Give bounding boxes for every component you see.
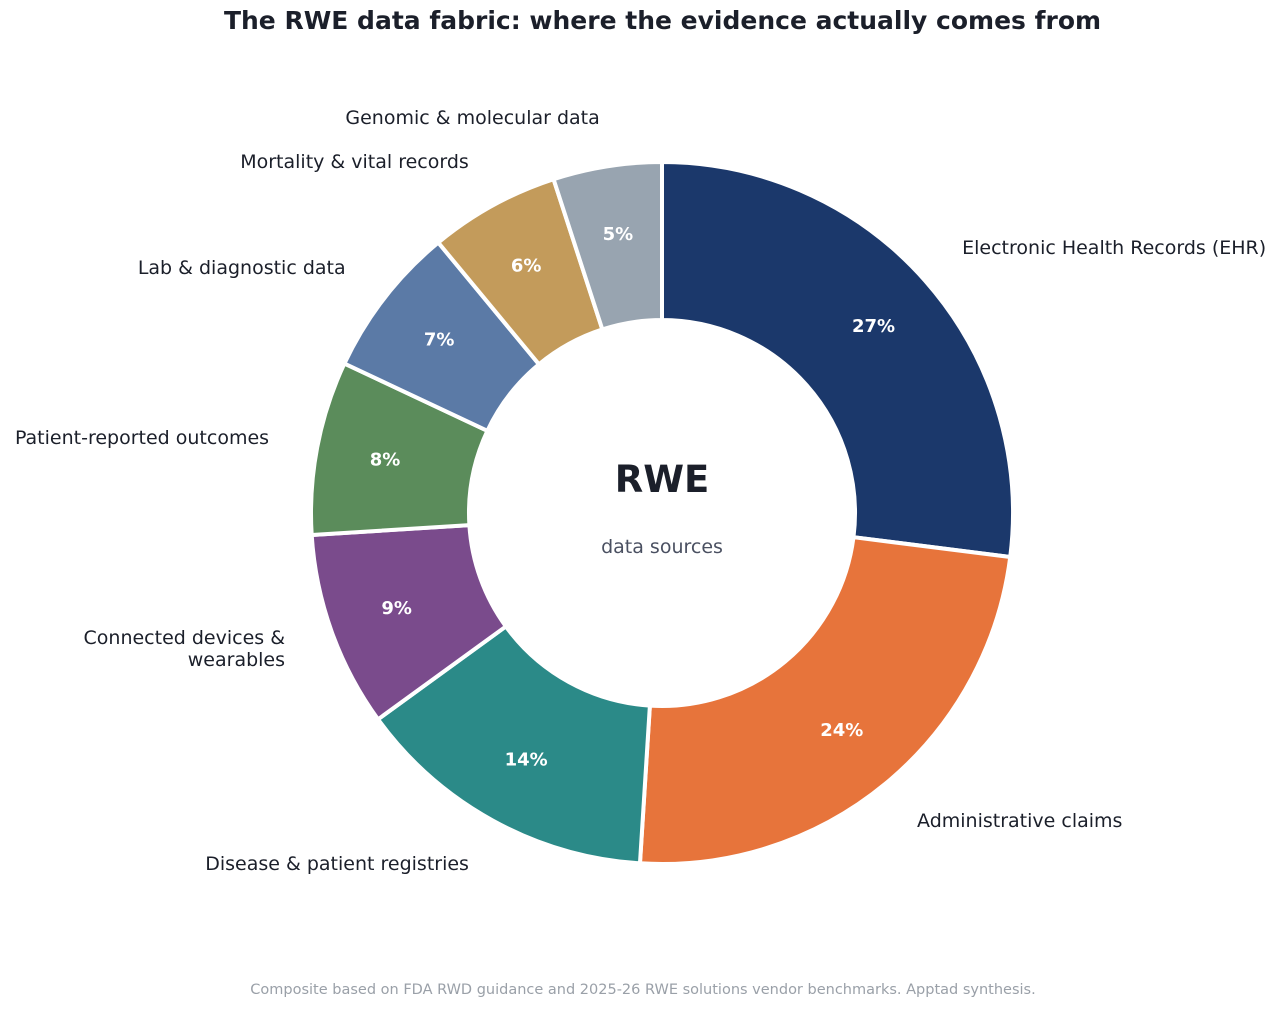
value-label-patient-reported-outcomes: 8% — [370, 450, 401, 471]
value-label-lab-diagnostic-data: 7% — [424, 330, 455, 351]
slice-label-mortality-vital-records: Mortality & vital records — [240, 151, 469, 174]
slice-genomic-molecular-data — [551, 159, 664, 332]
center-sublabel: data sources — [601, 536, 723, 558]
value-label-electronic-health-records-ehr: 27% — [852, 316, 895, 337]
slice-label-genomic-molecular-data: Genomic & molecular data — [345, 106, 600, 129]
value-label-disease-patient-registries: 14% — [505, 750, 548, 771]
slice-disease-patient-registries — [375, 623, 653, 866]
slice-label-lab-diagnostic-data: Lab & diagnostic data — [137, 256, 346, 279]
chart-title: The RWE data fabric: where the evidence … — [223, 6, 1102, 35]
slice-label-electronic-health-records-ehr: Electronic Health Records (EHR) — [962, 237, 1267, 260]
center-label: RWE — [614, 458, 710, 501]
slice-label-connected-devices-wearables: Connected devices & wearables — [83, 626, 286, 671]
slice-administrative-claims — [637, 534, 1013, 866]
donut-slices — [309, 159, 1015, 866]
value-label-administrative-claims: 24% — [820, 720, 863, 741]
value-label-connected-devices-wearables: 9% — [381, 598, 412, 619]
slice-label-administrative-claims: Administrative claims — [917, 810, 1123, 833]
slice-electronic-health-records-ehr — [660, 159, 1015, 560]
donut-value-labels: 27% 24% 14% 9% 8% 7% 6% 5% — [370, 224, 895, 771]
value-label-genomic-molecular-data: 5% — [603, 224, 634, 245]
footnote: Composite based on FDA RWD guidance and … — [250, 982, 1036, 998]
slice-label-patient-reported-outcomes: Patient-reported outcomes — [14, 427, 270, 450]
slice-label-disease-patient-registries: Disease & patient registries — [205, 852, 469, 875]
value-label-mortality-vital-records: 6% — [511, 255, 542, 276]
